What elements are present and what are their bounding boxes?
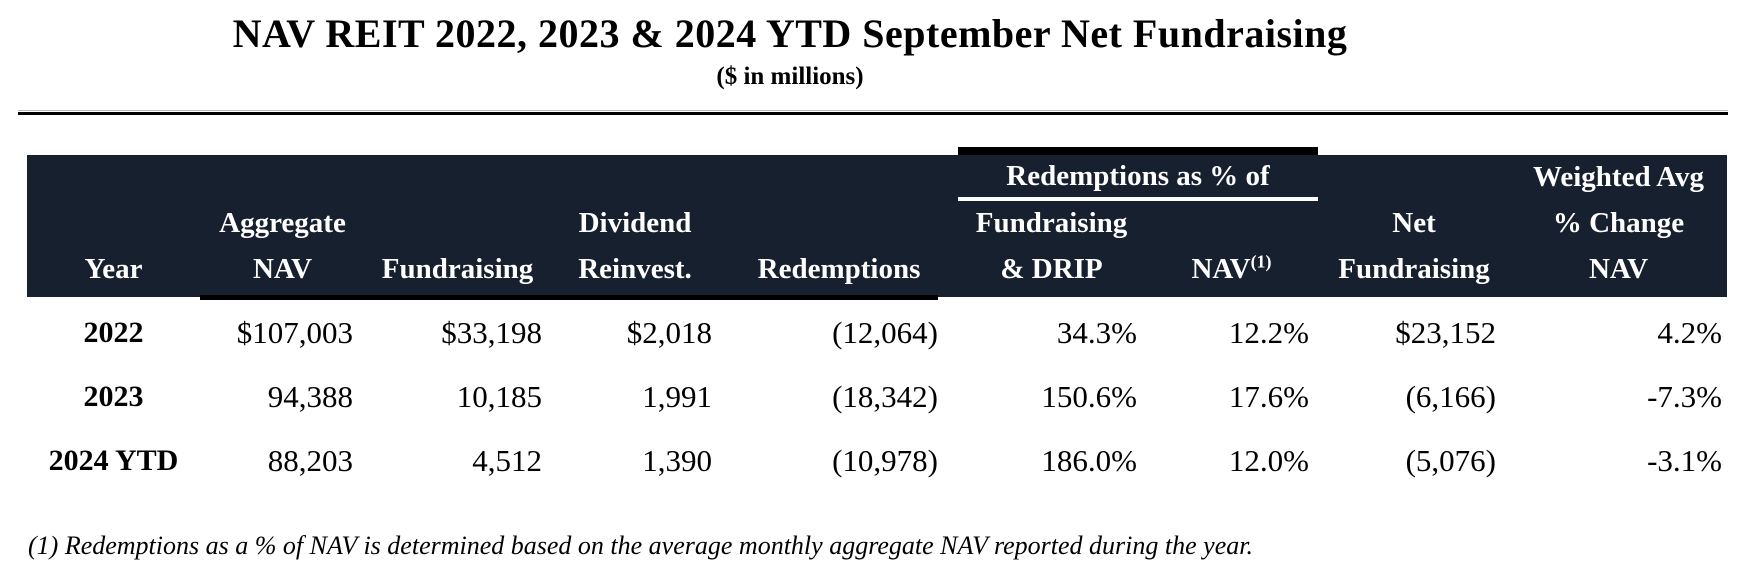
year-cell: 2022 [83, 316, 144, 349]
col-header-fundraising-drip: Fundraising & DRIP [958, 155, 1145, 297]
col-header-redemptions: Redemptions [720, 155, 958, 297]
col-header-dividend-reinvest: Dividend Reinvest. [550, 155, 720, 297]
year-cell: 2024 YTD [48, 444, 179, 477]
value-cell: -7.3% [1647, 379, 1722, 414]
value-cell: 12.0% [1228, 443, 1309, 478]
fundraising-table: Year Aggregate NAV Fundraising Dividend … [27, 147, 1727, 489]
value-cell: $2,018 [626, 315, 712, 350]
col-header-weighted-avg-change: Weighted Avg % Change NAV [1510, 155, 1727, 297]
value-cell: (10,978) [832, 443, 938, 478]
value-cell: 94,388 [267, 379, 353, 414]
col-header-aggregate-nav: Aggregate NAV [200, 155, 365, 297]
value-cell: (6,166) [1405, 379, 1496, 414]
value-cell: -3.1% [1647, 443, 1722, 478]
value-cell: 17.6% [1228, 379, 1309, 414]
value-cell: 186.0% [1041, 443, 1137, 478]
title-divider [18, 112, 1728, 115]
value-cell: (5,076) [1405, 443, 1496, 478]
value-cell: 34.3% [1056, 315, 1137, 350]
page-title: NAV REIT 2022, 2023 & 2024 YTD September… [232, 11, 1348, 56]
page-subtitle: ($ in millions) [716, 63, 864, 90]
value-cell: 1,991 [642, 379, 712, 414]
value-cell: $23,152 [1395, 315, 1496, 350]
value-cell: 10,185 [456, 379, 542, 414]
header-bottom-border [200, 295, 938, 300]
value-cell: (18,342) [832, 379, 938, 414]
value-cell: 12.2% [1228, 315, 1309, 350]
value-cell: 88,203 [267, 443, 353, 478]
year-cell: 2023 [83, 380, 144, 413]
title-divider-hairline [18, 110, 1728, 111]
value-cell: (12,064) [832, 315, 938, 350]
value-cell: $33,198 [441, 315, 542, 350]
value-cell: 1,390 [642, 443, 712, 478]
footnote: (1) Redemptions as a % of NAV is determi… [28, 531, 1253, 560]
value-cell: 150.6% [1041, 379, 1137, 414]
footnote-marker: (1) [1250, 251, 1272, 272]
group-header-redemptions-pct: Redemptions as % of [958, 147, 1318, 201]
col-header-fundraising: Fundraising [365, 155, 550, 297]
value-cell: 4,512 [472, 443, 542, 478]
value-cell: $107,003 [236, 315, 353, 350]
col-header-nav-pct: NAV(1) [1145, 155, 1318, 297]
col-header-year: Year [27, 155, 200, 297]
col-header-net-fundraising: Net Fundraising [1318, 155, 1510, 297]
value-cell: 4.2% [1657, 315, 1722, 350]
